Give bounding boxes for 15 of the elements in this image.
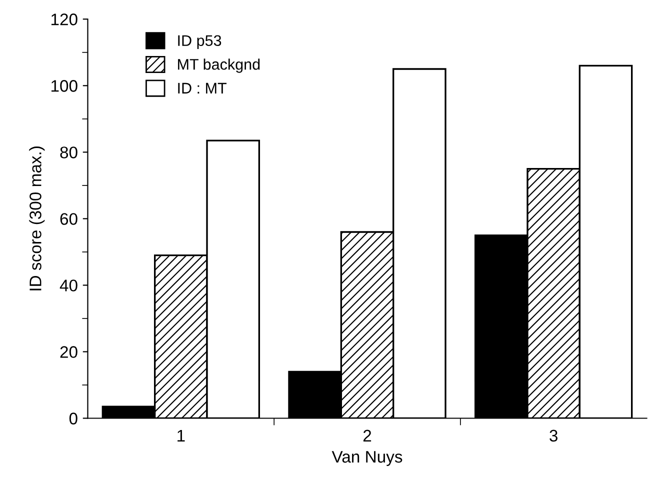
y-axis-title: ID score (300 max.) xyxy=(29,146,45,290)
y-tick-label: 60 xyxy=(60,213,78,225)
y-tick-label: 0 xyxy=(69,412,78,424)
x-tick-label: 1 xyxy=(178,430,185,442)
y-tick-label: 100 xyxy=(51,80,78,92)
legend-label: MT backgnd xyxy=(178,58,260,73)
x-axis-title: Van Nuys xyxy=(332,451,402,466)
y-tick-label: 80 xyxy=(60,146,78,158)
legend-label: ID : MT xyxy=(178,82,226,94)
y-tick-label: 120 xyxy=(51,14,78,26)
x-tick-label: 2 xyxy=(363,430,372,442)
x-tick-label: 3 xyxy=(550,430,558,442)
legend-label: ID p53 xyxy=(178,35,222,50)
y-tick-label: 20 xyxy=(60,346,78,358)
y-tick-label: 40 xyxy=(60,280,78,292)
